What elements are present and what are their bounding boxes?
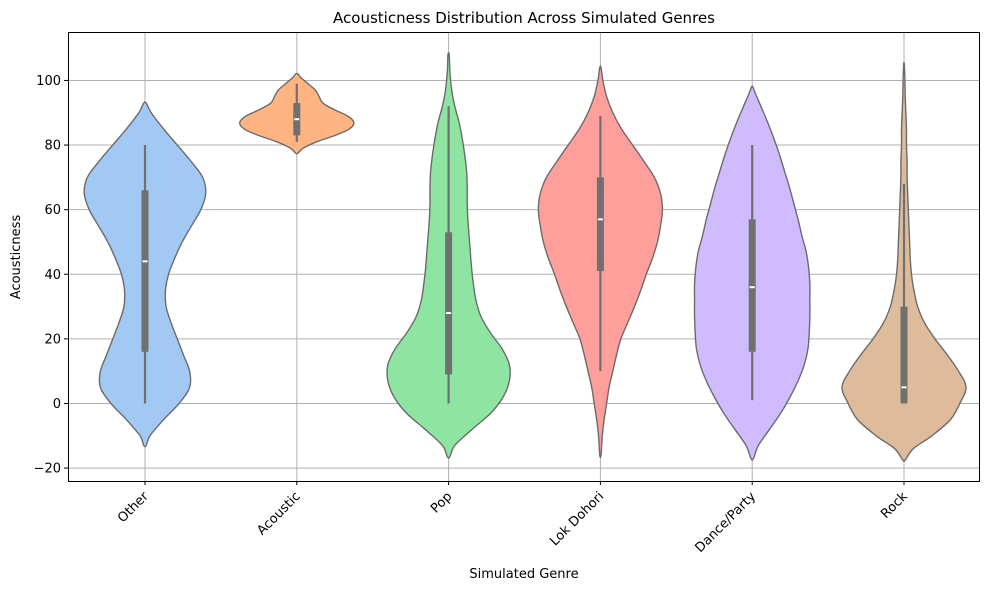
violin-iqr-box	[596, 177, 604, 272]
chart-title: Acousticness Distribution Across Simulat…	[333, 9, 715, 27]
y-tick-label: 20	[44, 332, 61, 347]
violin-iqr-box	[900, 306, 908, 404]
violin-iqr-box	[748, 219, 756, 352]
plot-frame	[68, 32, 980, 482]
y-axis-label: Acousticness	[9, 215, 24, 300]
violin-iqr-box	[445, 232, 453, 375]
y-tick-label: 0	[53, 397, 61, 412]
y-tick-label: −20	[34, 462, 61, 477]
y-tick-label: 80	[44, 139, 61, 154]
x-axis-label: Simulated Genre	[469, 567, 578, 582]
y-tick-label: 60	[44, 203, 61, 218]
y-tick-label: 40	[44, 268, 61, 283]
y-tick-label: 100	[36, 74, 61, 89]
violin-iqr-box	[141, 190, 149, 352]
violins	[83, 51, 967, 463]
